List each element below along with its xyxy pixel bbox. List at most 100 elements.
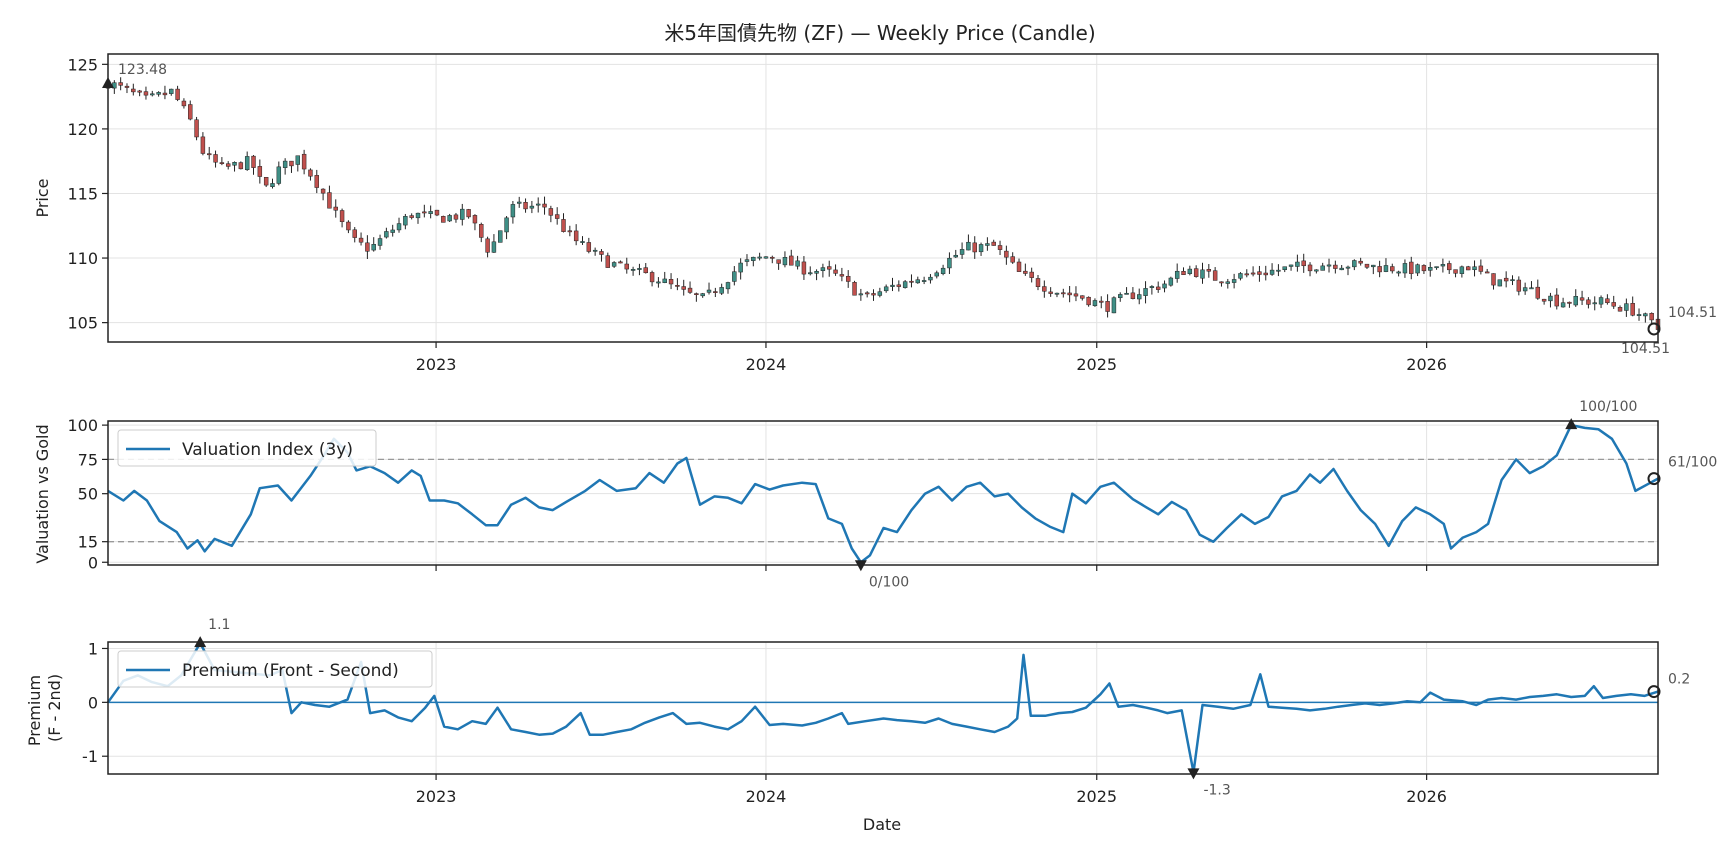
candle-body: [592, 249, 598, 252]
candle-body: [548, 208, 554, 216]
candle-body: [1339, 267, 1344, 271]
candle-body: [314, 175, 319, 188]
x-tick-label: 2024: [746, 787, 787, 806]
candle-body: [1497, 279, 1503, 287]
candle-body: [890, 284, 895, 287]
candle-body: [225, 163, 231, 167]
candle-body: [953, 254, 958, 258]
candle-body: [358, 237, 364, 243]
candle-body: [921, 280, 927, 282]
candle-body: [1288, 264, 1294, 267]
candle-body: [1364, 263, 1370, 268]
price-high-annotation: 123.48: [118, 62, 167, 78]
candle-body: [978, 244, 984, 253]
candle-body: [1630, 303, 1635, 316]
candle-body: [1320, 265, 1325, 271]
candle-body: [845, 275, 851, 282]
candle-body: [124, 85, 130, 88]
candle-body: [1061, 292, 1066, 295]
candle-body: [1155, 286, 1161, 290]
candle-body: [529, 205, 535, 209]
candle-body: [1522, 287, 1528, 292]
candle-body: [510, 204, 516, 218]
candle-body: [352, 229, 357, 238]
candle-body: [947, 257, 952, 269]
candle-body: [498, 230, 503, 243]
candle-body: [1174, 270, 1180, 279]
x-tick-label: 2026: [1406, 787, 1447, 806]
candle-body: [1611, 302, 1616, 307]
premium-y-axis-label: Premium (F - 2nd): [25, 670, 64, 746]
candle-body: [1478, 265, 1484, 272]
candle-body: [1377, 266, 1382, 273]
candle-body: [972, 242, 977, 253]
candle-body: [453, 214, 459, 220]
candle-body: [1307, 264, 1313, 272]
candle-body: [839, 274, 845, 277]
y-tick-label: -1: [82, 747, 98, 766]
candle-body: [1295, 261, 1300, 267]
candle-body: [896, 284, 902, 287]
candle-body: [611, 262, 617, 267]
candle-body: [1567, 301, 1572, 304]
candle-body: [1231, 279, 1237, 283]
candle-body: [744, 259, 750, 262]
candle-body: [244, 156, 250, 171]
y-tick-label: 110: [67, 249, 98, 268]
y-tick-label: 50: [78, 485, 98, 504]
candle-body: [434, 209, 440, 216]
candle-body: [934, 272, 939, 277]
candle-body: [1649, 313, 1654, 321]
candle-body: [1434, 266, 1439, 269]
candle-body: [479, 224, 484, 238]
candle-body: [1250, 272, 1256, 275]
candle-body: [599, 251, 604, 255]
candle-body: [1447, 263, 1452, 271]
candle-body: [1092, 300, 1098, 307]
valuation-max-annotation: 100/100: [1579, 399, 1637, 415]
valuation-legend: Valuation Index (3y): [117, 429, 377, 467]
x-tick-label: 2025: [1076, 355, 1117, 374]
valuation-last-annotation: 61/100: [1668, 455, 1717, 471]
y-tick-label: 15: [78, 533, 98, 552]
candle-body: [1326, 264, 1332, 267]
candle-body: [1333, 264, 1338, 269]
candle-body: [1086, 296, 1091, 306]
valuation-panel: 015 50 75 100 100/100 61/100 0/100 Valuation …: [33, 399, 1717, 590]
valuation-min-annotation: 0/100: [869, 574, 909, 590]
x-tick-label: 2023: [416, 787, 457, 806]
candle-body: [396, 223, 402, 231]
candle-body: [624, 263, 629, 270]
candle-body: [460, 208, 465, 220]
candle-body: [1415, 264, 1420, 274]
candle-body: [143, 91, 149, 96]
premium-last-annotation: 0.2: [1668, 672, 1690, 688]
premium-legend-box: [117, 650, 433, 688]
candle-body: [573, 230, 579, 242]
candle-body: [985, 243, 990, 246]
y-tick-label: 115: [67, 184, 98, 203]
candle-body: [175, 88, 180, 100]
candle-body: [1004, 250, 1009, 258]
candle-body: [795, 260, 800, 267]
valuation-y-axis-label: Valuation vs Gold: [33, 424, 52, 563]
candle-body: [706, 289, 712, 293]
candle-body: [1200, 269, 1205, 279]
candle-body: [1428, 267, 1433, 271]
candle-body: [1301, 260, 1306, 267]
candle-body: [485, 238, 490, 253]
price-y-axis-label: Price: [33, 178, 52, 217]
candle-body: [384, 231, 389, 238]
candle-body: [523, 202, 528, 210]
candle-body: [466, 209, 471, 218]
candle-body: [580, 241, 585, 243]
candle-body: [447, 215, 452, 222]
candle-body: [605, 255, 611, 268]
candle-body: [1383, 265, 1389, 272]
candle-body: [1516, 279, 1522, 292]
candle-body: [668, 279, 674, 285]
candle-body: [1212, 270, 1218, 281]
candle-body: [169, 88, 174, 94]
x-tick-label: 2024: [746, 355, 787, 374]
